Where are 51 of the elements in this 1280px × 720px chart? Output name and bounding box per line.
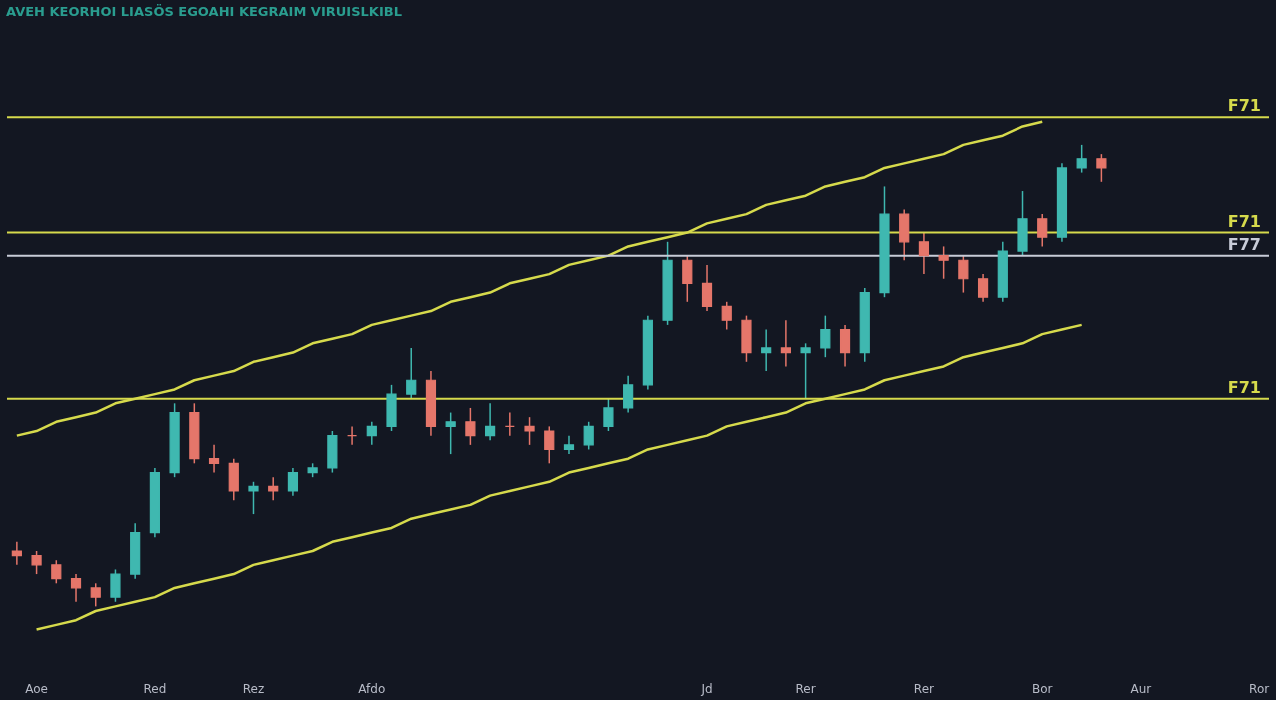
candlestick bbox=[563, 434, 575, 455]
candlestick bbox=[839, 324, 851, 368]
x-tick-label: Red bbox=[143, 681, 167, 696]
chart-title: AVEH KEORHOI LIASÖS EGOAHI KEGRAIM VIRUISLKIBL bbox=[6, 4, 402, 19]
ref-line-label: F71 bbox=[1227, 96, 1261, 116]
x-tick-label: Rer bbox=[795, 681, 816, 696]
candlestick bbox=[820, 314, 831, 358]
x-tick-label: Rer bbox=[913, 681, 935, 696]
candlestick bbox=[366, 421, 377, 446]
ref-line-label: F71 bbox=[1227, 211, 1261, 231]
candlestick bbox=[918, 231, 930, 275]
candlestick bbox=[1037, 213, 1048, 248]
candlestick bbox=[70, 573, 82, 603]
candlestick bbox=[51, 559, 62, 585]
candlestick bbox=[761, 328, 772, 372]
candlestick bbox=[701, 264, 713, 312]
candlestick bbox=[682, 254, 693, 303]
x-tick-label: Jd bbox=[700, 681, 713, 696]
candlestick bbox=[1096, 153, 1107, 183]
x-tick-label: Ror bbox=[1249, 681, 1270, 696]
candlestick bbox=[524, 416, 535, 446]
candlestick bbox=[11, 541, 22, 566]
candlestick bbox=[110, 568, 121, 603]
candlestick bbox=[465, 407, 476, 446]
candlestick bbox=[721, 301, 732, 331]
candlestick bbox=[623, 374, 634, 414]
candlestick bbox=[90, 582, 101, 608]
x-tick-label: Aoe bbox=[25, 681, 48, 696]
x-tick-label: Afdo bbox=[358, 681, 386, 696]
candlestick bbox=[800, 342, 811, 400]
candlestick bbox=[248, 481, 259, 515]
candlestick bbox=[958, 254, 969, 294]
candlestick bbox=[544, 425, 555, 465]
candlestick bbox=[287, 467, 299, 497]
candlestick bbox=[31, 550, 42, 575]
x-tick-label: Bor bbox=[1031, 681, 1053, 696]
candlestick bbox=[1076, 144, 1087, 174]
candlestick bbox=[268, 476, 279, 501]
candlestick bbox=[583, 421, 594, 451]
candlestick bbox=[485, 402, 496, 441]
candlestick bbox=[780, 319, 791, 368]
x-tick-label: Rez bbox=[242, 681, 265, 696]
candlestick bbox=[208, 444, 220, 474]
ref-line-label: F71 bbox=[1227, 377, 1261, 397]
candlestick bbox=[938, 245, 949, 280]
candlestick bbox=[603, 397, 614, 432]
ref-line-label: F77 bbox=[1227, 234, 1261, 254]
candlestick bbox=[406, 347, 417, 400]
candlestick bbox=[977, 273, 989, 303]
candlestick bbox=[445, 411, 456, 455]
x-tick-label: Aur bbox=[1130, 681, 1152, 696]
